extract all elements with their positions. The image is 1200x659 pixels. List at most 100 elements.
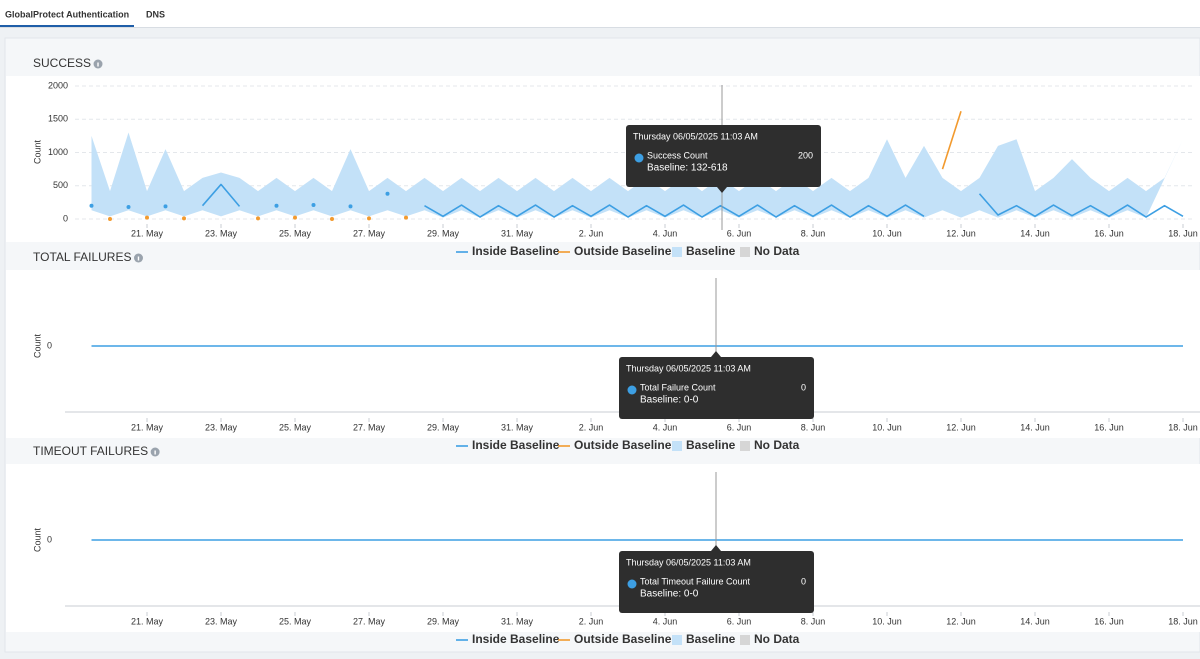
y-tick-label: 0 [63,213,68,223]
legend-label: Baseline [686,632,736,646]
y-tick-label: 2000 [48,80,68,90]
x-tick-label: 31. May [501,422,534,432]
x-tick-label: 6. Jun [727,228,752,238]
series-line [201,183,1184,218]
tooltip-baseline: Baseline: 0-0 [640,395,699,406]
tooltip-pointer [711,545,721,551]
y-axis-label: Count [32,528,42,553]
series-point [89,203,94,208]
x-tick-label: 4. Jun [653,228,678,238]
series-point [182,216,186,221]
legend-label: Outside Baseline [574,244,672,258]
x-tick-label: 21. May [131,422,164,432]
panel-title: TIMEOUT FAILURES [33,444,148,458]
tab[interactable]: GlobalProtect Authentication [5,9,129,19]
x-tick-label: 21. May [131,616,164,626]
y-tick-label: 0 [47,340,52,350]
series-point [274,203,279,208]
series-line [941,111,962,170]
x-tick-label: 25. May [279,616,312,626]
y-tick-label: 1000 [48,147,68,157]
x-tick-label: 16. Jun [1094,422,1124,432]
x-tick-label: 16. Jun [1094,228,1124,238]
series-point [163,204,168,209]
y-tick-label: 1500 [48,114,68,124]
tooltip-label: Success Count [647,150,708,160]
x-tick-label: 10. Jun [872,422,902,432]
x-tick-label: 23. May [205,228,238,238]
series-point [145,215,149,220]
legend-label: Inside Baseline [472,632,560,646]
tooltip-baseline: Baseline: 132-618 [647,163,728,174]
legend-swatch [740,441,750,451]
tooltip-pointer [717,187,727,193]
series-point [108,217,112,221]
panel-title: TOTAL FAILURES [33,250,131,264]
tooltip-label: Total Failure Count [640,382,716,392]
active-tab-indicator [0,25,134,27]
x-tick-label: 29. May [427,422,460,432]
x-tick-label: 14. Jun [1020,228,1050,238]
legend-label: Baseline [686,438,736,452]
x-tick-label: 27. May [353,228,386,238]
x-tick-label: 10. Jun [872,228,902,238]
legend-label: Inside Baseline [472,438,560,452]
panel-title: SUCCESS [33,56,91,70]
tooltip-value: 200 [798,150,813,160]
x-tick-label: 2. Jun [579,422,604,432]
x-tick-label: 12. Jun [946,228,976,238]
legend-label: No Data [754,438,800,452]
tab-bar [0,0,1200,28]
info-icon-glyph [137,256,140,261]
x-tick-label: 21. May [131,228,164,238]
x-tick-label: 4. Jun [653,422,678,432]
x-tick-label: 8. Jun [801,422,826,432]
legend-swatch [740,635,750,645]
y-tick-label: 500 [53,180,68,190]
legend-swatch [740,247,750,257]
series-point [256,216,260,221]
legend-label: Outside Baseline [574,438,672,452]
x-tick-label: 31. May [501,616,534,626]
tooltip-title: Thursday 06/05/2025 11:03 AM [633,131,758,141]
tooltip-baseline: Baseline: 0-0 [640,589,699,600]
series-point [404,215,408,220]
plot-background [6,270,1200,438]
tooltip-box [626,125,821,187]
x-tick-label: 6. Jun [727,616,752,626]
tooltip-dot [627,579,637,589]
x-tick-label: 2. Jun [579,228,604,238]
baseline-band [91,132,1183,218]
tooltip-value: 0 [801,382,806,392]
y-tick-label: 0 [47,534,52,544]
y-axis-label: Count [32,140,42,165]
series-point [126,205,131,210]
tooltip-label: Total Timeout Failure Count [640,576,751,586]
x-tick-label: 12. Jun [946,616,976,626]
tooltip-box [619,357,814,419]
x-tick-label: 31. May [501,228,534,238]
legend-label: Inside Baseline [472,244,560,258]
x-tick-label: 12. Jun [946,422,976,432]
legend-swatch [672,635,682,645]
x-tick-label: 14. Jun [1020,422,1050,432]
tooltip-pointer [711,351,721,357]
legend-label: Outside Baseline [574,632,672,646]
x-tick-label: 25. May [279,422,312,432]
x-tick-label: 29. May [427,616,460,626]
series-point [385,191,390,196]
series-point [348,204,353,209]
x-tick-label: 10. Jun [872,616,902,626]
legend-swatch [672,247,682,257]
legend-label: Baseline [686,244,736,258]
tooltip-title: Thursday 06/05/2025 11:03 AM [626,557,751,567]
tooltip-title: Thursday 06/05/2025 11:03 AM [626,363,751,373]
y-axis-label: Count [32,334,42,359]
tab[interactable]: DNS [146,9,165,19]
legend-swatch [672,441,682,451]
x-tick-label: 29. May [427,228,460,238]
x-tick-label: 18. Jun [1168,616,1198,626]
plot-background [6,464,1200,632]
series-point [367,216,371,221]
